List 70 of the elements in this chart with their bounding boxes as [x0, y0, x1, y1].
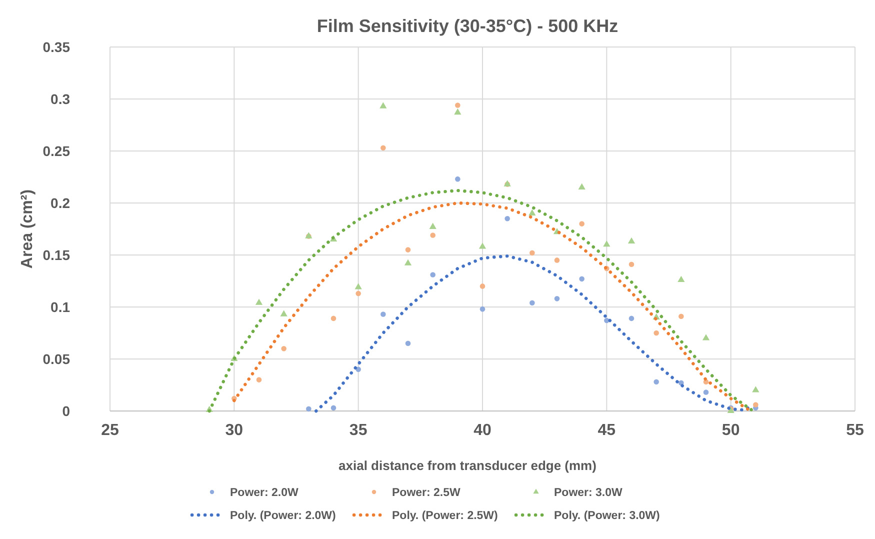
- point: [578, 183, 586, 190]
- point: [430, 232, 436, 238]
- point: [306, 406, 312, 412]
- point: [753, 402, 758, 408]
- point: [528, 209, 536, 216]
- point: [455, 176, 460, 182]
- legend-label: Power: 2.0W: [230, 487, 299, 500]
- point: [703, 390, 709, 395]
- y-tick-label: 0.05: [42, 350, 70, 367]
- point: [354, 283, 362, 290]
- point: [554, 258, 560, 263]
- x-tick-label: 55: [846, 422, 864, 439]
- point: [678, 276, 685, 282]
- point: [429, 222, 436, 229]
- point: [628, 262, 634, 267]
- point: [579, 276, 584, 282]
- point: [478, 242, 486, 249]
- point: [530, 250, 535, 256]
- y-tick-label: 0.3: [50, 90, 70, 107]
- y-tick-label: 0.2: [50, 194, 70, 211]
- point: [504, 216, 510, 222]
- x-tick-label: 50: [722, 422, 740, 439]
- y-tick-label: 0: [62, 402, 70, 419]
- y-tick-label: 0.15: [42, 246, 70, 263]
- point: [654, 330, 659, 336]
- point: [280, 310, 288, 316]
- point: [454, 108, 462, 115]
- point: [404, 259, 412, 266]
- point: [554, 296, 560, 302]
- point: [380, 312, 386, 317]
- point: [480, 284, 486, 289]
- point: [455, 102, 460, 108]
- point: [480, 306, 486, 312]
- point: [702, 334, 710, 340]
- x-tick-label: 45: [598, 422, 616, 439]
- x-tick-label: 40: [474, 422, 492, 439]
- point: [380, 145, 386, 151]
- legend-label: Poly. (Power: 2.5W): [392, 510, 498, 522]
- point: [430, 272, 436, 278]
- point: [281, 346, 286, 352]
- point: [628, 237, 636, 244]
- y-axis-title: Area (cm²): [19, 189, 36, 269]
- y-tick-label: 0.25: [42, 142, 70, 159]
- legend-label: Poly. (Power: 2.0W): [230, 510, 336, 522]
- point: [752, 386, 760, 392]
- x-tick-label: 35: [349, 422, 368, 439]
- point: [380, 102, 387, 108]
- point: [330, 405, 336, 411]
- point: [678, 314, 684, 319]
- y-tick-label: 0.35: [42, 38, 70, 55]
- point: [356, 366, 361, 372]
- point: [356, 290, 361, 296]
- point: [654, 379, 659, 385]
- x-axis-title: axial distance from transducer edge (mm): [338, 458, 596, 473]
- legend-label: Poly. (Power: 3.0W): [554, 510, 660, 522]
- point: [405, 340, 411, 346]
- point: [405, 247, 411, 252]
- point: [330, 316, 336, 322]
- point: [255, 298, 263, 305]
- point: [628, 316, 634, 322]
- legend-label: Power: 3.0W: [554, 487, 623, 500]
- point: [256, 377, 262, 382]
- point: [530, 300, 535, 306]
- x-tick-label: 30: [225, 422, 244, 439]
- legend-label: Power: 2.5W: [392, 487, 461, 500]
- x-tick-label: 25: [101, 422, 119, 439]
- point: [579, 221, 584, 226]
- chart-title: Film Sensitivity (30-35°C) - 500 KHz: [316, 16, 618, 36]
- point: [603, 240, 610, 247]
- y-tick-label: 0.1: [50, 298, 70, 315]
